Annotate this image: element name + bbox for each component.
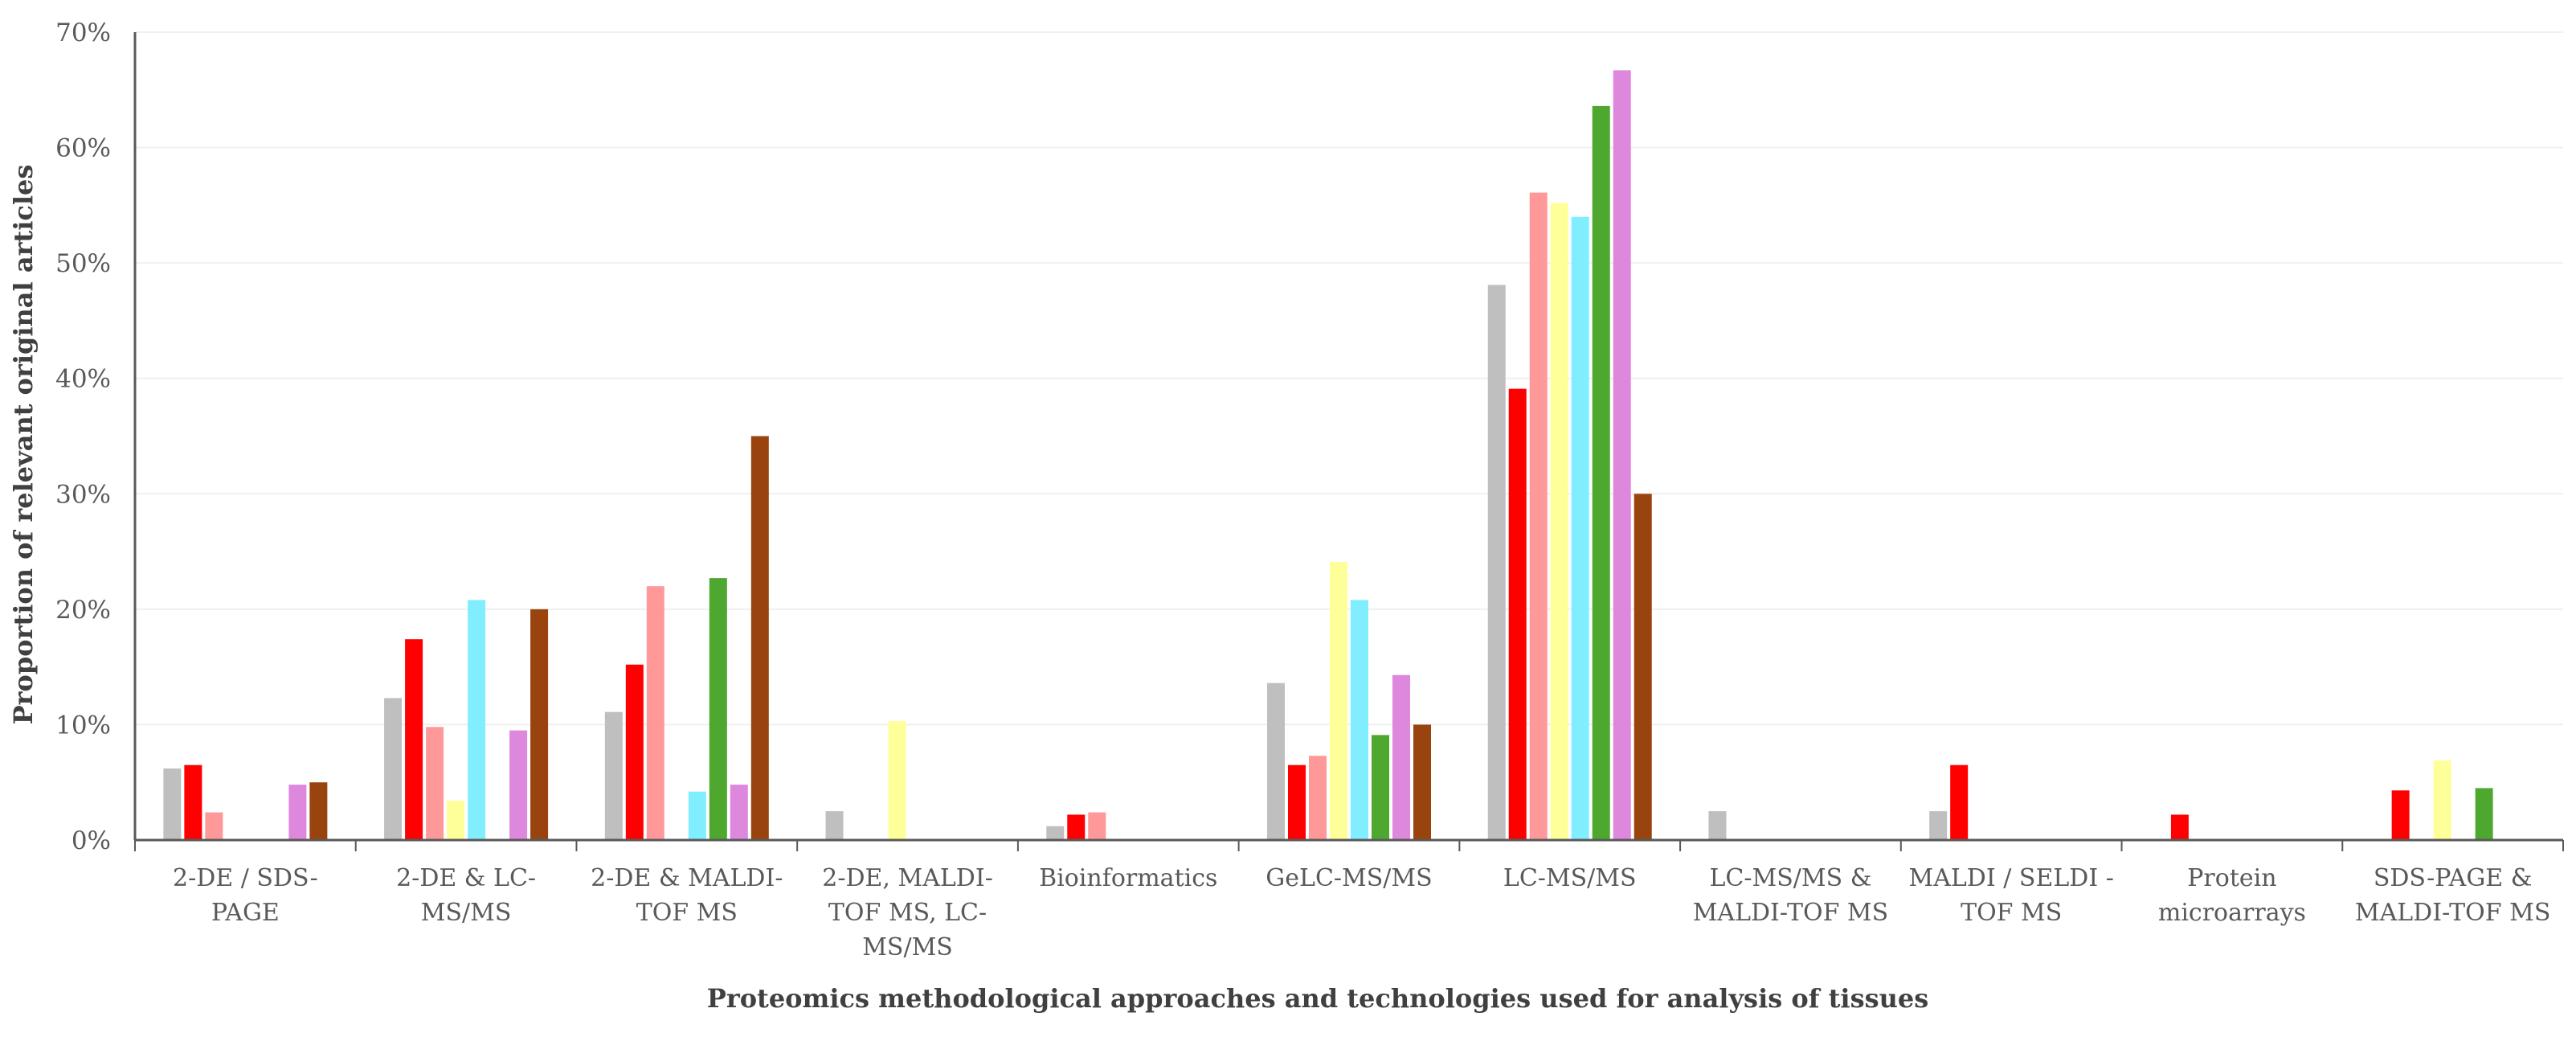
bar-5-series-3 (1088, 812, 1106, 840)
bar-3-series-8 (750, 436, 769, 840)
bar-10-series-2 (2170, 814, 2189, 840)
bar-7-series-7 (1613, 70, 1631, 841)
bar-1-series-3 (205, 812, 223, 840)
bar-5-series-1 (1046, 826, 1065, 840)
bar-4-series-1 (825, 811, 844, 840)
y-tick-label: 50% (55, 249, 111, 278)
x-category-label: SDS-PAGE & (2374, 864, 2533, 892)
x-category-label: MALDI-TOF MS (1693, 899, 1889, 927)
x-category-label: 2-DE, MALDI- (822, 864, 993, 892)
bar-1-series-8 (309, 782, 328, 840)
bar-3-series-5 (688, 791, 706, 840)
bar-2-series-5 (468, 600, 486, 840)
y-tick-label: 10% (55, 711, 111, 740)
bar-2-series-8 (530, 609, 549, 840)
x-axis-title: Proteomics methodological approaches and… (707, 983, 1928, 1014)
bar-1-series-2 (184, 764, 202, 840)
bar-6-series-2 (1288, 764, 1306, 840)
x-category-label: TOF MS (1961, 899, 2062, 927)
x-category-label: microarrays (2158, 899, 2306, 927)
bar-4-series-4 (888, 721, 906, 840)
bar-6-series-1 (1267, 682, 1285, 840)
x-category-label: LC-MS/MS (1503, 864, 1637, 892)
bar-3-series-2 (625, 664, 644, 840)
bar-3-series-1 (604, 711, 623, 840)
x-category-label: Bioinformatics (1039, 864, 1217, 892)
x-category-label: 2-DE & MALDI- (591, 864, 783, 892)
x-category-label: LC-MS/MS & (1710, 864, 1872, 892)
y-tick-label: 60% (55, 134, 111, 163)
bar-6-series-7 (1392, 674, 1410, 840)
bar-2-series-3 (426, 727, 444, 840)
bar-3-series-6 (709, 578, 727, 840)
bar-6-series-6 (1372, 735, 1389, 840)
x-category-label: MALDI-TOF MS (2355, 899, 2551, 927)
bar-11-series-6 (2475, 788, 2493, 840)
bar-8-series-1 (1708, 811, 1727, 840)
bar-6-series-4 (1330, 561, 1347, 840)
bar-3-series-3 (646, 586, 664, 840)
x-category-label: TOF MS, LC- (828, 899, 987, 927)
x-category-label: 2-DE / SDS- (173, 864, 318, 892)
bar-6-series-8 (1413, 724, 1431, 840)
x-category-label: TOF MS (636, 899, 738, 927)
bar-1-series-1 (163, 768, 182, 840)
y-tick-label: 0% (72, 826, 111, 855)
bar-1-series-7 (288, 785, 307, 840)
bar-7-series-3 (1529, 192, 1548, 841)
bar-7-series-5 (1571, 216, 1589, 840)
x-category-label: PAGE (211, 899, 280, 927)
x-category-label: MS/MS (421, 899, 512, 927)
bar-6-series-3 (1309, 756, 1327, 840)
x-category-label: MALDI / SELDI - (1909, 864, 2114, 892)
bar-2-series-7 (509, 730, 528, 840)
y-tick-label: 20% (55, 596, 111, 625)
y-tick-label: 40% (55, 365, 111, 394)
bar-9-series-2 (1950, 764, 1969, 840)
bar-6-series-5 (1351, 600, 1368, 840)
x-category-label: MS/MS (862, 933, 953, 961)
bar-2-series-1 (384, 698, 403, 840)
bar-7-series-6 (1592, 105, 1610, 840)
bar-11-series-4 (2433, 760, 2451, 840)
bar-2-series-4 (447, 801, 465, 840)
bar-7-series-1 (1487, 285, 1506, 841)
y-tick-label: 70% (55, 18, 111, 47)
x-category-label: Protein (2187, 864, 2276, 892)
x-category-label: 2-DE & LC- (396, 864, 536, 892)
y-tick-label: 30% (55, 480, 111, 509)
y-axis-title: Proportion of relevant original articles (8, 165, 39, 725)
bar-11-series-2 (2391, 790, 2410, 840)
bar-7-series-2 (1508, 388, 1527, 840)
bar-5-series-2 (1067, 814, 1086, 840)
x-category-label: GeLC-MS/MS (1266, 864, 1432, 892)
bar-3-series-7 (730, 785, 748, 840)
bar-2-series-2 (405, 639, 423, 840)
bar-7-series-8 (1634, 494, 1652, 840)
bar-7-series-4 (1550, 203, 1568, 840)
bar-9-series-1 (1929, 811, 1948, 840)
